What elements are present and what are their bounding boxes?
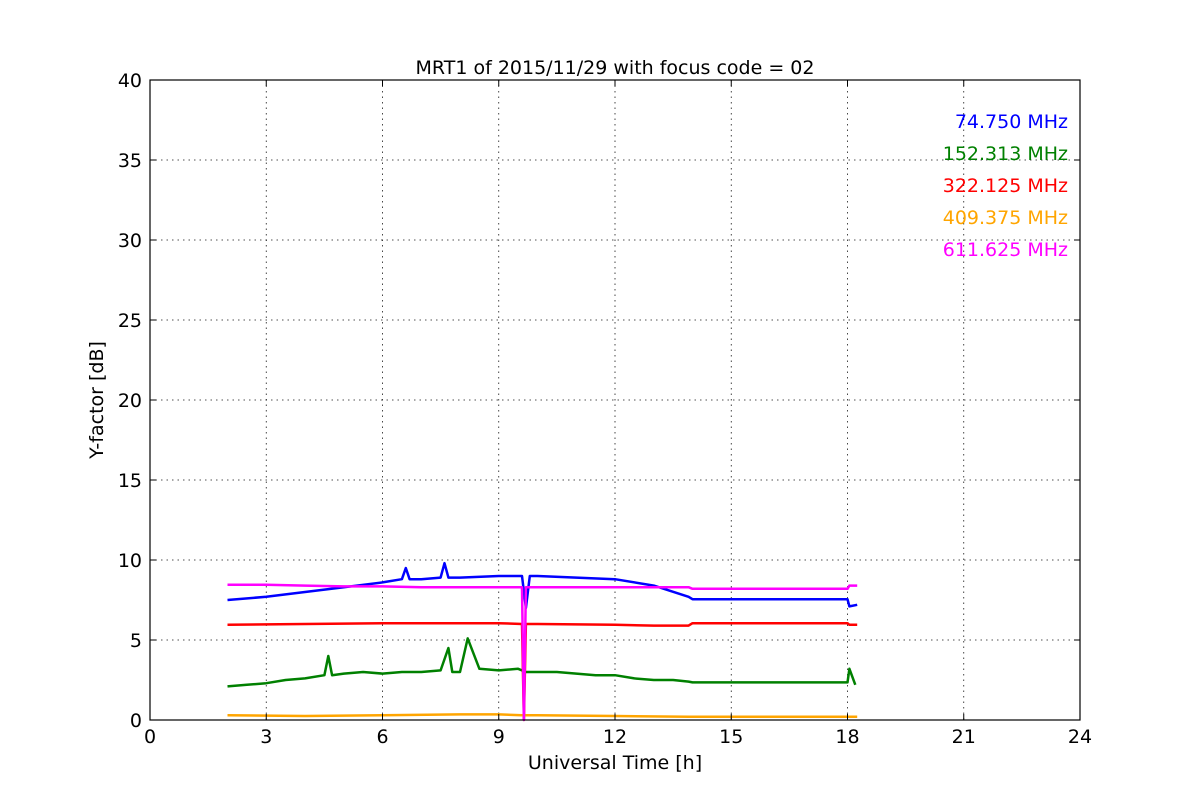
y-axis-label: Y-factor [dB] <box>86 341 108 460</box>
y-tick-label: 10 <box>118 550 142 572</box>
x-tick-label: 15 <box>719 726 743 748</box>
y-tick-label: 15 <box>118 470 142 492</box>
legend-entry: 322.125 MHz <box>943 175 1068 197</box>
x-tick-label: 6 <box>376 726 388 748</box>
y-tick-label: 25 <box>118 310 142 332</box>
x-tick-label: 9 <box>493 726 505 748</box>
y-tick-label: 40 <box>118 70 142 92</box>
legend-entry: 409.375 MHz <box>943 207 1068 229</box>
y-tick-label: 0 <box>130 710 142 732</box>
x-tick-label: 24 <box>1068 726 1092 748</box>
grid-lines <box>150 80 1080 720</box>
y-tick-label: 20 <box>118 390 142 412</box>
x-tick-label: 12 <box>603 726 627 748</box>
y-tick-label: 35 <box>118 150 142 172</box>
legend-entry: 74.750 MHz <box>955 111 1068 133</box>
legend: 74.750 MHz 152.313 MHz 322.125 MHz 409.375 … <box>943 111 1068 261</box>
x-axis-label: Universal Time [h] <box>528 752 702 774</box>
series-line <box>227 621 858 722</box>
series-line <box>227 713 858 719</box>
series-line <box>227 561 858 610</box>
chart-title: MRT1 of 2015/11/29 with focus code = 02 <box>416 57 815 79</box>
x-tick-label: 0 <box>144 726 156 748</box>
data-series <box>227 561 858 722</box>
series-line <box>227 637 857 688</box>
axis-ticks: 0 3 6 9 12 15 18 21 24 0 5 10 15 20 25 30 35 40 <box>118 70 1092 748</box>
y-tick-label: 5 <box>130 630 142 652</box>
legend-entry: 152.313 MHz <box>943 143 1068 165</box>
legend-entry: 611.625 MHz <box>943 239 1068 261</box>
y-tick-label: 30 <box>118 230 142 252</box>
x-tick-label: 3 <box>260 726 272 748</box>
x-tick-label: 18 <box>835 726 859 748</box>
x-tick-label: 21 <box>952 726 976 748</box>
series-line <box>227 583 858 722</box>
